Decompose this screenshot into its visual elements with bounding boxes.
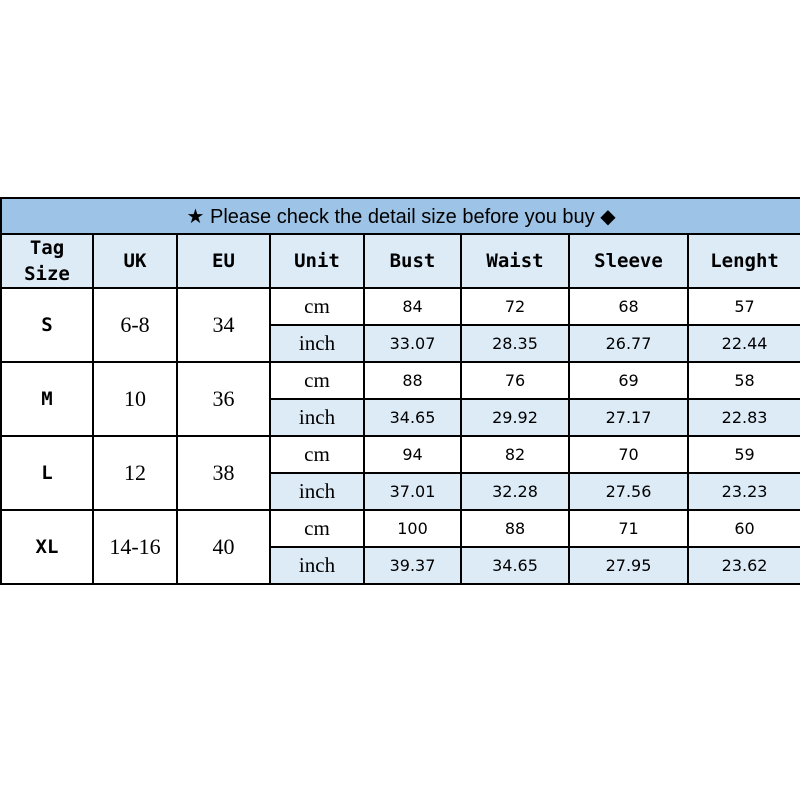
uk-size-cell: 12 xyxy=(92,435,178,511)
column-header: UK xyxy=(92,233,178,289)
measurement-cell: 88 xyxy=(460,509,570,548)
unit-cell: inch xyxy=(269,546,365,585)
column-header: Waist xyxy=(460,233,570,289)
column-header: EU xyxy=(176,233,271,289)
table-row: S 6-8 34 cm 84 72 68 57 xyxy=(0,287,800,363)
measurement-cell: 72 xyxy=(460,287,570,326)
unit-cell: inch xyxy=(269,324,365,363)
column-header: Unit xyxy=(269,233,365,289)
unit-cell: cm xyxy=(269,361,365,400)
table-row: XL 14-16 40 cm 100 88 71 60 xyxy=(0,509,800,585)
uk-size-cell: 6-8 xyxy=(92,287,178,363)
unit-cell: cm xyxy=(269,287,365,326)
measurement-cell: 27.56 xyxy=(568,472,689,511)
measurement-cell: 60 xyxy=(686,509,800,548)
measurement-cell: 28.35 xyxy=(460,324,570,363)
column-header: Sleeve xyxy=(568,233,689,289)
tag-size-cell: L xyxy=(0,435,94,511)
measurement-cell: 70 xyxy=(568,435,689,474)
eu-size-cell: 38 xyxy=(176,435,271,511)
measurement-cell: 34.65 xyxy=(460,546,570,585)
measurement-cell: 59 xyxy=(686,435,800,474)
measurement-cell: 22.83 xyxy=(686,398,800,437)
table-row: inch 34.65 29.92 27.17 22.83 xyxy=(1,398,800,437)
measurement-cell: 88 xyxy=(363,361,462,400)
tag-size-cell: M xyxy=(0,361,94,437)
measurement-cell: 29.92 xyxy=(460,398,570,437)
measurement-cell: 33.07 xyxy=(363,324,462,363)
unit-cell: cm xyxy=(269,435,365,474)
measurement-cell: 94 xyxy=(363,435,462,474)
eu-size-cell: 36 xyxy=(176,361,271,437)
measurement-cell: 37.01 xyxy=(363,472,462,511)
measurement-cell: 39.37 xyxy=(363,546,462,585)
tag-size-cell: S xyxy=(0,287,94,363)
table-row: inch 37.01 32.28 27.56 23.23 xyxy=(1,472,800,511)
table-title: ★ Please check the detail size before yo… xyxy=(0,197,800,235)
size-chart-table: ★ Please check the detail size before yo… xyxy=(0,197,800,585)
measurement-cell: 23.62 xyxy=(686,546,800,585)
table-row: M 10 36 cm 88 76 69 58 xyxy=(0,361,800,437)
measurement-cell: 71 xyxy=(568,509,689,548)
column-header: Bust xyxy=(363,233,462,289)
measurement-cell: 32.28 xyxy=(460,472,570,511)
column-header: Tag Size xyxy=(0,233,94,289)
measurement-cell: 27.95 xyxy=(568,546,689,585)
measurement-cell: 58 xyxy=(686,361,800,400)
measurement-cell: 26.77 xyxy=(568,324,689,363)
unit-cell: inch xyxy=(269,398,365,437)
uk-size-cell: 14-16 xyxy=(92,509,178,585)
eu-size-cell: 40 xyxy=(176,509,271,585)
measurement-cell: 34.65 xyxy=(363,398,462,437)
eu-size-cell: 34 xyxy=(176,287,271,363)
measurement-cell: 82 xyxy=(460,435,570,474)
table-row: L 12 38 cm 94 82 70 59 xyxy=(0,435,800,511)
measurement-cell: 84 xyxy=(363,287,462,326)
tag-size-cell: XL xyxy=(0,509,94,585)
table-row: inch 33.07 28.35 26.77 22.44 xyxy=(1,324,800,363)
unit-cell: cm xyxy=(269,509,365,548)
measurement-cell: 27.17 xyxy=(568,398,689,437)
measurement-cell: 22.44 xyxy=(686,324,800,363)
uk-size-cell: 10 xyxy=(92,361,178,437)
measurement-cell: 57 xyxy=(686,287,800,326)
measurement-cell: 76 xyxy=(460,361,570,400)
column-header: Lenght xyxy=(686,233,800,289)
table-row: inch 39.37 34.65 27.95 23.62 xyxy=(1,546,800,585)
measurement-cell: 23.23 xyxy=(686,472,800,511)
unit-cell: inch xyxy=(269,472,365,511)
measurement-cell: 69 xyxy=(568,361,689,400)
measurement-cell: 68 xyxy=(568,287,689,326)
measurement-cell: 100 xyxy=(363,509,462,548)
